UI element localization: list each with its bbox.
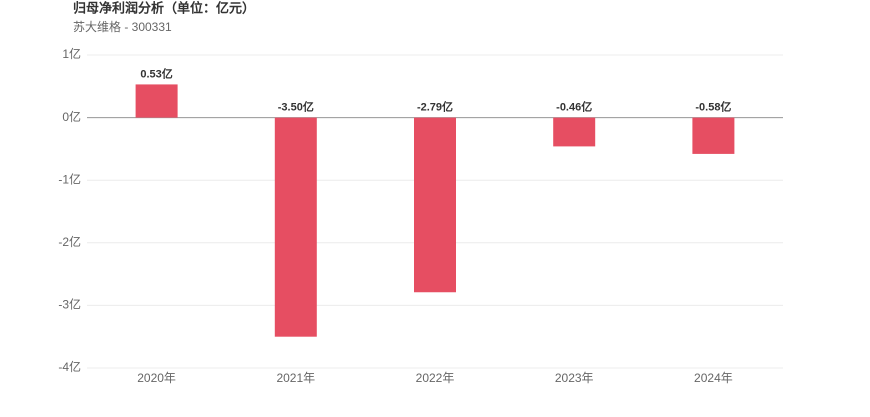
x-tick-label: 2024年 bbox=[694, 371, 733, 385]
value-label: -0.58亿 bbox=[695, 100, 731, 114]
value-label: 0.53亿 bbox=[140, 66, 172, 80]
y-tick-label: -2亿 bbox=[58, 234, 81, 249]
bar bbox=[692, 117, 735, 154]
bar bbox=[414, 117, 456, 293]
value-label: -3.50亿 bbox=[278, 100, 314, 114]
x-tick-label: 2023年 bbox=[555, 371, 594, 385]
chart-subtitle: 苏大维格 - 300331 bbox=[73, 19, 172, 34]
bar bbox=[553, 117, 596, 147]
value-label: -2.79亿 bbox=[417, 100, 453, 114]
bar bbox=[135, 84, 178, 118]
y-tick-label: -3亿 bbox=[58, 297, 81, 312]
x-tick-label: 2022年 bbox=[416, 371, 455, 385]
x-tick-label: 2021年 bbox=[276, 371, 315, 385]
y-tick-label: -4亿 bbox=[58, 359, 81, 374]
y-tick-label: -1亿 bbox=[58, 171, 81, 186]
x-tick-label: 2020年 bbox=[137, 371, 176, 385]
chart-title: 归母净利润分析（单位：亿元） bbox=[73, 0, 255, 15]
y-tick-label: 0亿 bbox=[62, 109, 81, 124]
y-tick-label: 1亿 bbox=[62, 46, 81, 61]
bar bbox=[274, 117, 317, 337]
value-label: -0.46亿 bbox=[556, 100, 592, 114]
